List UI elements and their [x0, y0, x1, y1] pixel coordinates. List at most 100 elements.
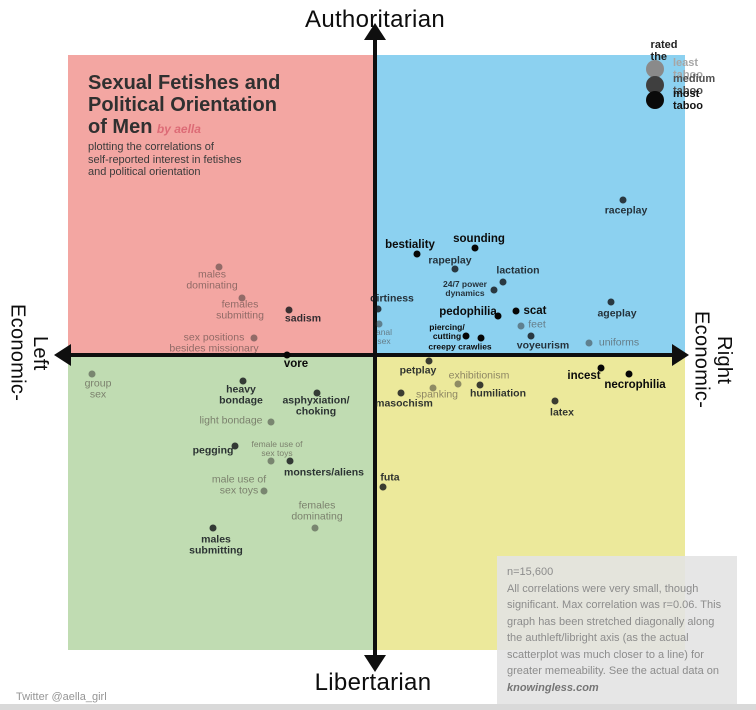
scatter-label: asphyxiation/ choking: [282, 394, 350, 418]
scatter-label: rapeplay: [428, 254, 472, 267]
title-block: Sexual Fetishes and Political Orientatio…: [88, 72, 358, 179]
scatter-dot: [454, 380, 462, 388]
scatter-label: females dominating: [291, 499, 343, 523]
y-axis-line: [373, 32, 377, 662]
scatter-label: piercing/ cutting: [429, 321, 465, 341]
scatter-label: vore: [283, 357, 309, 370]
scatter-label: bestiality: [385, 238, 435, 251]
scatter-dot: [250, 334, 258, 342]
chart-byline: by aella: [156, 122, 201, 136]
scatter-label: latex: [550, 406, 574, 419]
scatter-dot: [551, 397, 559, 405]
bottom-strip: [0, 704, 756, 710]
knowingless-link[interactable]: knowingless.com: [507, 681, 599, 694]
scatter-dot: [267, 457, 275, 465]
axis-label-authoritarian: Authoritarian: [305, 6, 445, 33]
scatter-label: sadism: [284, 312, 322, 325]
scatter-dot: [585, 339, 593, 347]
scatter-dot: [311, 524, 319, 532]
scatter-label: petplay: [399, 364, 437, 377]
scatter-dot: [285, 306, 293, 314]
scatter-label: males submitting: [189, 533, 243, 557]
scatter-dot: [413, 250, 421, 258]
scatter-dot: [313, 389, 321, 397]
scatter-dot: [425, 357, 433, 365]
x-axis-line: [70, 353, 674, 357]
scatter-dot: [267, 418, 275, 426]
scatter-label: group sex: [84, 377, 112, 401]
scatter-label: scat: [523, 304, 547, 317]
scatter-label: male use of sex toys: [211, 473, 267, 497]
scatter-dot: [283, 351, 291, 359]
scatter-dot: [527, 332, 535, 340]
chart-title: Sexual Fetishes and Political Orientatio…: [88, 72, 358, 138]
scatter-dot: [451, 265, 459, 273]
scatter-label: females submitting: [216, 298, 264, 322]
scatter-dot: [231, 442, 239, 450]
scatter-dot: [379, 483, 387, 491]
scatter-dot: [260, 487, 268, 495]
scatter-label: heavy bondage: [219, 383, 263, 407]
scatter-dot: [374, 305, 382, 313]
scatter-label: monsters/aliens: [284, 466, 364, 479]
scatter-dot: [607, 298, 615, 306]
scatter-dot: [512, 307, 520, 315]
scatter-dot: [462, 332, 470, 340]
methodology-note: n=15,600 All correlations were very smal…: [497, 556, 737, 706]
scatter-dot: [476, 381, 484, 389]
scatter-label: raceplay: [604, 204, 648, 217]
scatter-dot: [209, 524, 217, 532]
chart-title-text: Sexual Fetishes and Political Orientatio…: [88, 72, 281, 138]
twitter-credit: Twitter @aella_girl: [16, 691, 107, 703]
arrow-left-icon: [54, 344, 71, 366]
arrow-right-icon: [672, 344, 689, 366]
legend-circle-most-taboo: [646, 91, 664, 109]
scatter-dot: [215, 263, 223, 271]
scatter-dot: [597, 364, 605, 372]
scatter-label: female use of sex toys: [251, 438, 303, 458]
chart-subtitle: plotting the correlations of self-report…: [88, 141, 242, 179]
scatter-dot: [286, 457, 294, 465]
axis-label-economic-right: Economic- Right: [690, 311, 735, 409]
scatter-label: males dominating: [186, 268, 238, 292]
scatter-dot: [239, 377, 247, 385]
scatter-dot: [619, 196, 627, 204]
scatter-dot: [471, 244, 479, 252]
scatter-dot: [397, 389, 405, 397]
scatter-label: anal sex: [375, 326, 393, 346]
scatter-label: incest: [567, 369, 601, 382]
quadrant-libertarian-left: [68, 355, 375, 650]
legend-circle-medium-taboo: [646, 75, 664, 94]
arrow-up-icon: [364, 23, 386, 40]
scatter-dot: [499, 278, 507, 286]
scatter-label: feet: [528, 318, 546, 331]
arrow-down-icon: [364, 655, 386, 672]
quadrant-authoritarian-left: [68, 55, 375, 355]
scatter-dot: [477, 334, 485, 342]
scatter-dot: [88, 370, 96, 378]
legend-label-least-taboo: least taboo: [673, 57, 703, 81]
scatter-label: pedophilia: [439, 305, 497, 318]
scatter-label: voyeurism: [516, 339, 570, 352]
scatter-label: pegging: [192, 444, 234, 457]
quadrant-authoritarian-right: [375, 55, 685, 355]
scatter-label: masochism: [375, 397, 433, 410]
note-text: n=15,600 All correlations were very smal…: [507, 566, 722, 677]
scatter-label: humiliation: [470, 387, 526, 400]
scatter-label: creepy crawlies: [428, 341, 492, 352]
scatter-label: uniforms: [598, 336, 640, 349]
scatter-label: futa: [380, 471, 400, 484]
scatter-dot: [238, 294, 246, 302]
scatter-label: exhibitionism: [448, 369, 510, 382]
scatter-dot: [494, 312, 502, 320]
scatter-dot: [625, 370, 633, 378]
legend-circle-least-taboo: [646, 60, 664, 78]
scatter-dot: [375, 320, 383, 328]
scatter-dot: [490, 286, 498, 294]
scatter-label: light bondage: [199, 414, 263, 427]
scatter-dot: [429, 384, 437, 392]
scatter-label: sounding: [453, 232, 505, 245]
legend-label-medium-taboo: medium taboo: [673, 72, 716, 97]
scatter-label: lactation: [496, 264, 540, 277]
